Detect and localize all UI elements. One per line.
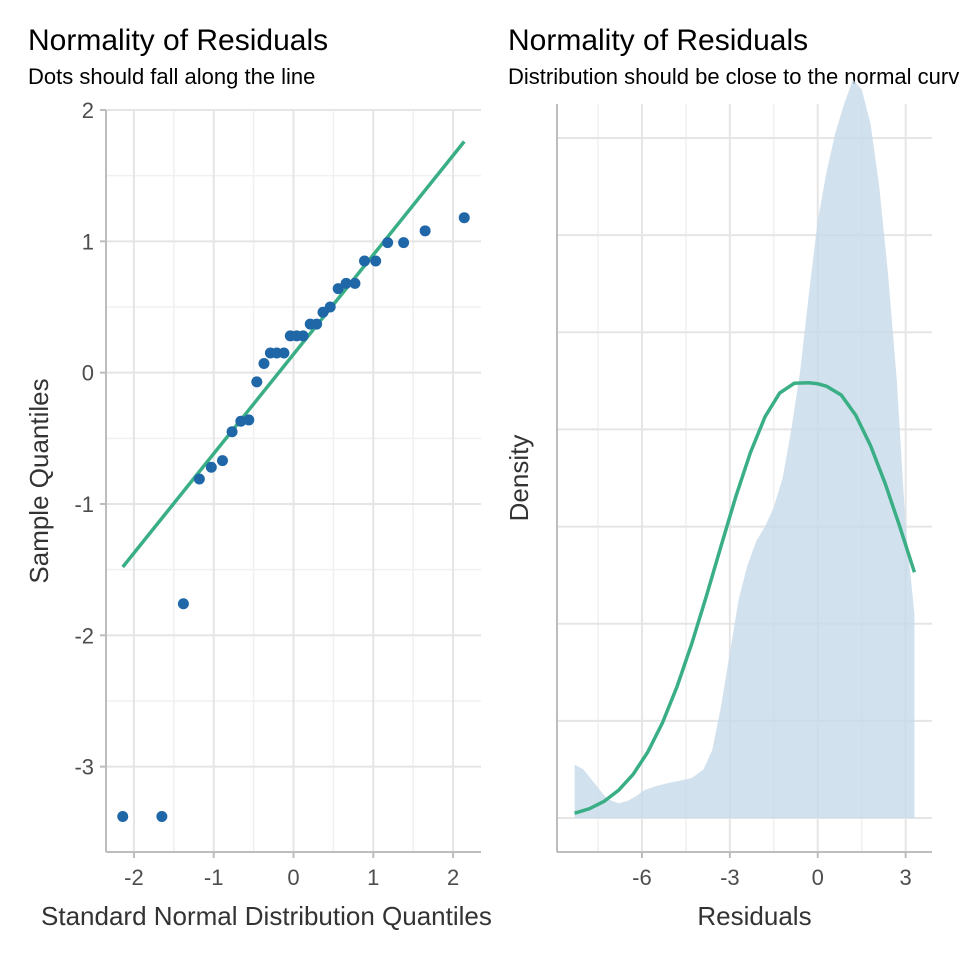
density-plot: -6 -3 0 3 Residuals Density (504, 79, 932, 931)
density-xtick-label: -6 (632, 865, 652, 890)
panel-left-subtitle: Dots should fall along the line (28, 64, 316, 89)
qq-point (349, 277, 361, 289)
qq-xtick-label: -2 (124, 865, 144, 890)
qq-point (205, 461, 217, 473)
qq-ytick-label: -1 (74, 492, 94, 517)
qq-y-axis-label: Sample Quantiles (24, 378, 54, 583)
qq-point (177, 598, 189, 610)
qq-point (297, 330, 309, 342)
qq-point (382, 237, 394, 249)
qq-point (243, 414, 255, 426)
qq-x-axis-label: Standard Normal Distribution Quantiles (41, 901, 492, 931)
qq-plot: -2 -1 0 1 2 -3 -2 -1 0 1 2 Standard Normal Distribu… (24, 98, 492, 931)
normal-curve-line (574, 381, 917, 815)
qq-reference-line (121, 140, 466, 569)
qq-point (278, 347, 290, 359)
qq-point (359, 255, 371, 267)
qq-xtick-label: -1 (204, 865, 224, 890)
density-xtick-label: -3 (720, 865, 740, 890)
qq-point (332, 283, 344, 295)
qq-xtick-label: 1 (367, 865, 379, 890)
qq-point (311, 318, 323, 330)
qq-ytick-label: 2 (82, 98, 94, 123)
qq-ytick-label: 1 (82, 229, 94, 254)
density-y-axis-label: Density (504, 435, 534, 522)
qq-xtick-label: 2 (447, 865, 459, 890)
qq-point (251, 376, 263, 388)
density-x-axis-label: Residuals (697, 901, 811, 931)
panel-left-title: Normality of Residuals (28, 24, 329, 57)
qq-point (340, 277, 352, 289)
qq-ytick-label: -3 (74, 755, 94, 780)
qq-point (458, 212, 470, 224)
qq-point (419, 225, 431, 237)
qq-ytick-label: 0 (82, 361, 94, 386)
panel-right-title: Normality of Residuals (508, 24, 809, 57)
density-xtick-label: 0 (812, 865, 824, 890)
density-area (574, 79, 915, 818)
qq-point (324, 301, 336, 313)
qq-point (193, 473, 205, 485)
qq-point (216, 455, 228, 467)
qq-point (398, 237, 410, 249)
qq-point (370, 255, 382, 267)
density-xtick-label: 3 (900, 865, 912, 890)
qq-xtick-label: 0 (287, 865, 299, 890)
qq-point (258, 357, 270, 369)
qq-point (226, 426, 238, 438)
qq-point (117, 811, 129, 823)
qq-point (156, 811, 168, 823)
panel-right-subtitle: Distribution should be close to the norm… (508, 64, 960, 89)
qq-ytick-label: -2 (74, 623, 94, 648)
